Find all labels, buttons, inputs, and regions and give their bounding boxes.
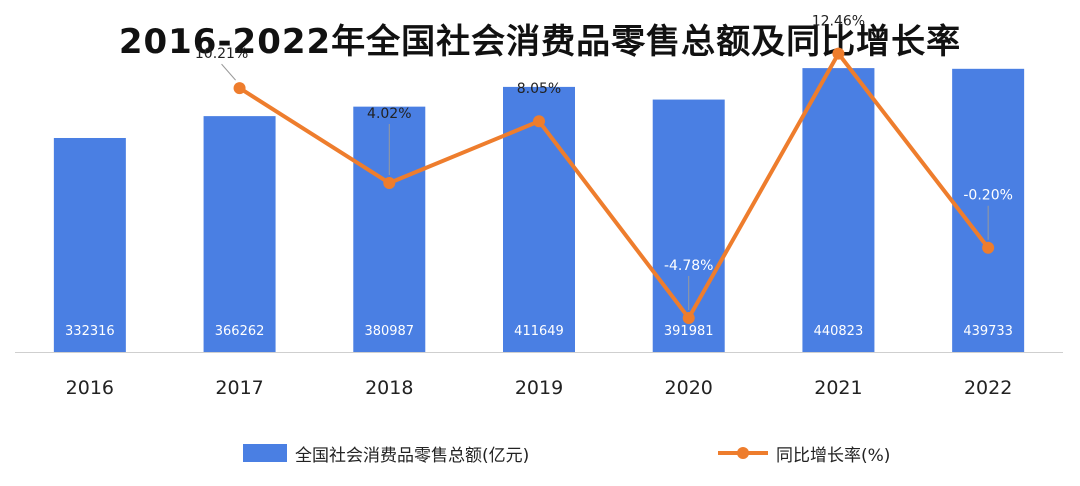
x-tick-label: 2017 [215, 377, 263, 399]
x-tick-label: 2019 [515, 377, 563, 399]
growth-rate-point-2018 [383, 177, 396, 190]
x-tick-label: 2018 [365, 377, 413, 399]
legend-bar-swatch [243, 444, 287, 462]
bar-value-label: 439733 [963, 324, 1013, 339]
x-tick-label: 2022 [964, 377, 1012, 399]
bar-value-label: 391981 [664, 324, 714, 339]
bar-value-label: 440823 [814, 324, 864, 339]
bar-value-label: 411649 [514, 324, 564, 339]
growth-rate-label: -0.20% [963, 188, 1013, 204]
growth-rate-line [238, 51, 990, 320]
growth-rate-label: 12.46% [812, 14, 865, 30]
legend-label-line: 同比增长率(%) [776, 445, 891, 466]
growth-rate-point-2021 [832, 47, 845, 60]
growth-rate-label: 8.05% [517, 81, 561, 97]
x-tick-label: 2021 [814, 377, 862, 399]
x-tick-label: 2020 [665, 377, 713, 399]
bar-value-label: 380987 [364, 324, 414, 339]
bar-2021 [802, 68, 875, 352]
legend-item-line: 同比增长率(%) [718, 440, 890, 466]
growth-rate-label: 10.21% [195, 46, 248, 62]
bar-value-label: 332316 [65, 324, 115, 339]
x-tick-label: 2016 [66, 377, 114, 399]
growth-rate-point-2022 [982, 241, 995, 254]
chart-title: 2016-2022年全国社会消费品零售总额及同比增长率 [118, 22, 962, 62]
legend-item-bar: 全国社会消费品零售总额(亿元) [243, 440, 529, 466]
growth-rate-label: 4.02% [367, 106, 411, 122]
bar-2016 [53, 137, 126, 352]
growth-rate-point-2019 [533, 115, 545, 128]
label-leader-line [221, 63, 236, 81]
legend-label-bar: 全国社会消费品零售总额(亿元) [295, 445, 530, 466]
bar-2017 [203, 116, 276, 352]
growth-rate-point-2020 [682, 311, 695, 324]
legend-line-swatch [718, 444, 768, 462]
growth-rate-label: -4.78% [664, 258, 714, 274]
bar-value-label: 366262 [215, 324, 265, 339]
growth-rate-point-2017 [233, 82, 246, 95]
